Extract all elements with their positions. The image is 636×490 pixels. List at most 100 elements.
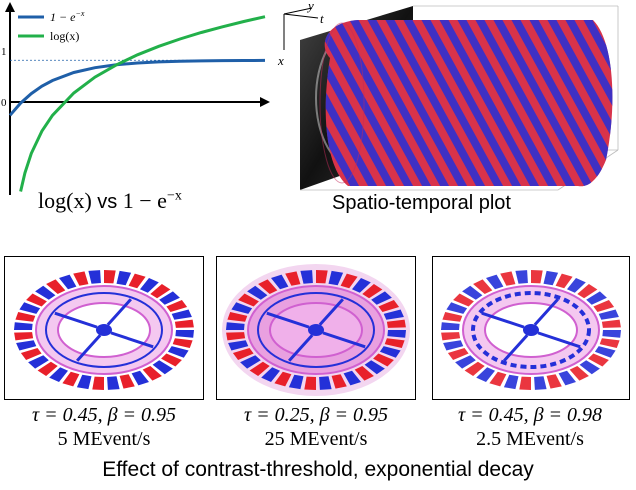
cylinder-front-face (319, 22, 365, 184)
spatio-temporal-caption: Spatio-temporal plot (332, 192, 511, 214)
wheel-spoke (318, 298, 344, 326)
event-stripe (324, 20, 400, 187)
wheel-pocket (304, 376, 316, 390)
wheel-pocket (379, 346, 401, 358)
wheel-pocket (558, 370, 576, 386)
axis-label-y: y (306, 0, 314, 13)
wheel-pocket (119, 374, 135, 389)
wheel-pocket (546, 374, 562, 389)
wheel-pocket (16, 340, 37, 351)
ytick-1: 1 (1, 46, 7, 58)
wheel-pocket (534, 376, 547, 390)
wheel-pocket (35, 285, 56, 300)
wheel-pocket (159, 291, 180, 305)
wheel-pocket (46, 279, 66, 294)
bottom-caption: Effect of contrast-threshold, exponentia… (102, 458, 534, 481)
wheel-pocket (300, 270, 313, 284)
wheel-pocket (319, 376, 332, 390)
wheel-pocket (161, 353, 182, 367)
wheel-spoke (54, 311, 98, 329)
wheel-pocket (92, 376, 104, 390)
wheel-pocket (354, 366, 374, 381)
event-stripe (324, 20, 418, 187)
wheel-center (523, 324, 539, 336)
wheel-pocket (131, 370, 149, 386)
wheel-pocket (271, 274, 289, 290)
axis-label-t: t (320, 11, 324, 26)
wheel-pocket (226, 322, 245, 330)
wheel-pocket (116, 270, 132, 286)
wheel-pocket (240, 355, 261, 369)
wheel-pocket (602, 330, 621, 338)
wheel-pocket (441, 322, 460, 330)
wheel-pocket (364, 360, 385, 375)
roulette-wheel-3 (441, 270, 621, 390)
legend: 1 − e−x log(x) (18, 9, 85, 43)
wheel-center (308, 324, 324, 336)
event-stripe (524, 20, 613, 187)
wheel-pocket (442, 312, 463, 322)
wheel-pocket (543, 270, 559, 286)
spatio-temporal-svg: y t x (277, 0, 636, 192)
panel-3-rate: 2.5 MEvent/s (476, 428, 584, 450)
wheel-pocket (569, 366, 589, 381)
wheel-pocket (227, 312, 248, 322)
panel-2-rate: 25 MEvent/s (264, 428, 368, 450)
wheel-pocket (171, 309, 192, 320)
wheel-pocket (231, 302, 253, 314)
caption-exp: −x (166, 188, 182, 204)
wheel-pocket (152, 360, 173, 375)
event-cylinder (324, 10, 636, 192)
wheel-pocket (593, 300, 615, 312)
wheel-spoke (503, 334, 529, 362)
wheel-pocket (59, 274, 77, 290)
wheel-spoke (110, 331, 154, 349)
roulette-wheel-2 (222, 264, 410, 396)
wheel-pocket (288, 374, 304, 390)
wheel-pocket (598, 309, 619, 320)
wheel-pocket (26, 293, 47, 307)
wheel-pocket (386, 319, 406, 328)
wheel-pocket (328, 270, 344, 286)
panel-2-params: τ = 0.25, β = 0.95 (243, 404, 389, 426)
wheel-pocket (62, 371, 80, 387)
wheel-pocket (489, 371, 507, 387)
wheel-pocket (172, 338, 193, 348)
wheel-pocket (453, 293, 474, 307)
caption-rhs: 1 − e (122, 188, 167, 213)
ytick-0: 0 (1, 97, 7, 109)
wheel-pocket (28, 355, 49, 369)
panel-1-rate: 5 MEvent/s (57, 428, 151, 450)
inner-ring (45, 292, 163, 368)
wheel-pocket (519, 376, 531, 390)
event-stripe (416, 20, 526, 187)
wheel-pocket (274, 371, 292, 387)
wheel-pocket (462, 285, 483, 300)
roulette-wheel-1 (14, 270, 194, 390)
event-stripe (398, 20, 508, 187)
legend-label-log: log(x) (50, 29, 79, 43)
event-stripe (506, 20, 613, 187)
wheel-pocket (19, 302, 41, 314)
event-stripe (362, 20, 472, 187)
wheel-pocket (486, 274, 504, 290)
function-chart-caption: log(x) vs 1 − e−x (38, 188, 182, 214)
wheel-pocket (500, 271, 516, 286)
wheel-pocket (531, 270, 543, 284)
wheel-pocket (446, 302, 468, 314)
wheel-pocket (316, 270, 328, 284)
wheel-pocket (150, 284, 171, 299)
wheel-pocket (340, 273, 358, 289)
event-stripe (614, 10, 636, 192)
event-stripe (470, 20, 580, 187)
legend-label-exp: 1 − e−x (50, 9, 85, 24)
axis-label-x: x (277, 53, 284, 68)
wheel-pocket (476, 367, 495, 382)
wheel-pocket (88, 270, 101, 284)
caption-vs: vs (97, 191, 118, 213)
wheel-pocket (238, 293, 259, 307)
event-stripe (488, 20, 598, 187)
wheel-pocket (73, 271, 89, 286)
wheel-spoke (537, 331, 581, 349)
wheel-pocket (586, 291, 607, 305)
